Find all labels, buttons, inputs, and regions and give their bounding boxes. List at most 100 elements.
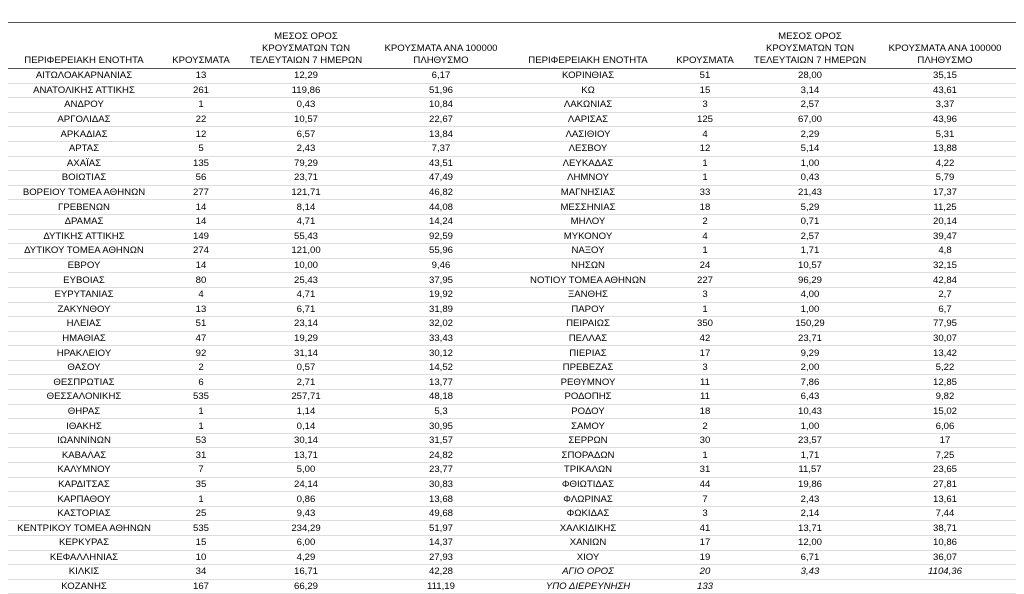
cell: 47 xyxy=(160,331,242,347)
cell: 1 xyxy=(160,418,242,434)
cell: 6,71 xyxy=(242,302,370,318)
cell: 24 xyxy=(664,258,746,274)
cell: 48,18 xyxy=(370,389,512,405)
page: ΠΕΡΙΦΕΡΕΙΑΚΗ ΕΝΟΤΗΤΑ ΚΡΟΥΣΜΑΤΑ ΜΕΣΟΣ ΟΡΟΣ … xyxy=(8,22,1016,594)
cell: 1,14 xyxy=(242,404,370,420)
cell: 125 xyxy=(664,112,746,128)
cell: ΜΗΛΟΥ xyxy=(512,214,664,230)
cell: 6,71 xyxy=(746,550,874,566)
cell: 23,71 xyxy=(746,331,874,347)
cell: 42 xyxy=(664,331,746,347)
cell: 17,37 xyxy=(874,185,1016,201)
cell: 3,37 xyxy=(874,97,1016,113)
table-row: ΙΩΑΝΝΙΝΩΝ 53 30,14 31,57 xyxy=(8,433,512,449)
cell: 10,57 xyxy=(746,258,874,274)
cell: 25 xyxy=(160,506,242,522)
cell: 4 xyxy=(664,126,746,142)
table-row: ΛΑΚΩΝΙΑΣ 3 2,57 3,37 xyxy=(512,97,1016,113)
cell: 35,15 xyxy=(874,68,1016,84)
cell: 1,00 xyxy=(746,156,874,172)
cell: ΗΜΑΘΙΑΣ xyxy=(8,331,160,347)
table-row: ΒΟΡΕΙΟΥ ΤΟΜΕΑ ΑΘΗΝΩΝ 277 121,71 46,82 xyxy=(8,185,512,201)
table-row: ΚΕΦΑΛΛΗΝΙΑΣ 10 4,29 27,93 xyxy=(8,550,512,566)
cell: 12,29 xyxy=(242,68,370,84)
cell: 11,57 xyxy=(746,462,874,478)
cell: ΧΑΛΚΙΔΙΚΗΣ xyxy=(512,520,664,536)
cell: 27,81 xyxy=(874,477,1016,493)
cell: 18 xyxy=(664,404,746,420)
cell: 92,59 xyxy=(370,229,512,245)
table-row: ΧΑΝΙΩΝ 17 12,00 10,86 xyxy=(512,535,1016,551)
cell: ΛΕΣΒΟΥ xyxy=(512,141,664,157)
cell: 33 xyxy=(664,185,746,201)
cell: ΑΡΤΑΣ xyxy=(8,141,160,157)
table-row: ΥΠΟ ΔΙΕΡΕΥΝΗΣΗ 133 xyxy=(512,579,1016,594)
cell: 32,02 xyxy=(370,316,512,332)
cell: 121,00 xyxy=(242,243,370,259)
cell: 234,29 xyxy=(242,520,370,536)
cell: 12,00 xyxy=(746,535,874,551)
table-row: ΦΘΙΩΤΙΔΑΣ 44 19,86 27,81 xyxy=(512,477,1016,493)
cell: 4,71 xyxy=(242,287,370,303)
column-header: ΜΕΣΟΣ ΟΡΟΣ ΚΡΟΥΣΜΑΤΩΝ ΤΩΝ ΤΕΛΕΥΤΑΙΩΝ 7 Η… xyxy=(242,23,370,69)
cell: 14,24 xyxy=(370,214,512,230)
cell: 4,8 xyxy=(874,243,1016,259)
cell: ΛΑΡΙΣΑΣ xyxy=(512,112,664,128)
cell: 14,37 xyxy=(370,535,512,551)
cell: ΝΟΤΙΟΥ ΤΟΜΕΑ ΑΘΗΝΩΝ xyxy=(512,272,664,288)
table-row: ΠΑΡΟΥ 1 1,00 6,7 xyxy=(512,302,1016,318)
cell: 0,43 xyxy=(242,97,370,113)
cell: 6,7 xyxy=(874,302,1016,318)
cell: 31,14 xyxy=(242,345,370,361)
cell: ΚΑΒΑΛΑΣ xyxy=(8,447,160,464)
cell: 2,57 xyxy=(746,229,874,245)
table-row: ΤΡΙΚΑΛΩΝ 31 11,57 23,65 xyxy=(512,462,1016,478)
cell: 9,43 xyxy=(242,506,370,522)
cell: 13,71 xyxy=(242,447,370,464)
table-row: ΚΟΖΑΝΗΣ 167 66,29 111,19 xyxy=(8,579,512,594)
cell: 6,06 xyxy=(874,418,1016,434)
table-row: ΘΑΣΟΥ 2 0,57 14,52 xyxy=(8,360,512,376)
table-row: ΧΙΟΥ 19 6,71 36,07 xyxy=(512,550,1016,566)
cell: 11 xyxy=(664,389,746,405)
cell: 22,67 xyxy=(370,112,512,128)
cell: 2 xyxy=(664,418,746,434)
table-row: ΕΥΒΟΙΑΣ 80 25,43 37,95 xyxy=(8,272,512,288)
cell: 1,71 xyxy=(746,447,874,464)
cell: ΠΕΛΛΑΣ xyxy=(512,331,664,347)
cell: ΚΩ xyxy=(512,83,664,99)
cell: 24,14 xyxy=(242,477,370,493)
table-row: ΑΙΤΩΛΟΑΚΑΡΝΑΝΙΑΣ 13 12,29 6,17 xyxy=(8,68,512,84)
cell: 30,12 xyxy=(370,345,512,361)
cell: ΓΡΕΒΕΝΩΝ xyxy=(8,199,160,215)
table-row: ΣΑΜΟΥ 2 1,00 6,06 xyxy=(512,418,1016,434)
cell: 3 xyxy=(664,360,746,376)
empty-cell xyxy=(746,579,874,594)
cell: 1 xyxy=(664,156,746,172)
cell: 51,97 xyxy=(370,520,512,536)
cell: 6,00 xyxy=(242,535,370,551)
cell: 30 xyxy=(664,433,746,449)
cell: 7,25 xyxy=(874,447,1016,464)
table-row: ΠΕΛΛΑΣ 42 23,71 30,07 xyxy=(512,331,1016,347)
cell: 30,07 xyxy=(874,331,1016,347)
cell: 21,43 xyxy=(746,185,874,201)
cell: 53 xyxy=(160,433,242,449)
cell: 39,47 xyxy=(874,229,1016,245)
cell: ΚΕΡΚΥΡΑΣ xyxy=(8,535,160,551)
table-row: ΦΛΩΡΙΝΑΣ 7 2,43 13,61 xyxy=(512,491,1016,507)
table-row: ΠΡΕΒΕΖΑΣ 3 2,00 5,22 xyxy=(512,360,1016,376)
table-row: ΜΕΣΣΗΝΙΑΣ 18 5,29 11,25 xyxy=(512,199,1016,215)
table-row: ΑΝΔΡΟΥ 1 0,43 10,84 xyxy=(8,97,512,113)
cell: 5,22 xyxy=(874,360,1016,376)
cell: 7,86 xyxy=(746,374,874,391)
cell: 31 xyxy=(664,462,746,478)
cell: 11 xyxy=(664,374,746,391)
column-header: ΚΡΟΥΣΜΑΤΑ ΑΝΑ 100000 ΠΛΗΘΥΣΜΟ xyxy=(370,23,512,69)
cell: 33,43 xyxy=(370,331,512,347)
cell: 92 xyxy=(160,345,242,361)
empty-cell xyxy=(874,579,1016,594)
cell: 31,89 xyxy=(370,302,512,318)
cell: ΖΑΚΥΝΘΟΥ xyxy=(8,302,160,318)
cell: 30,14 xyxy=(242,433,370,449)
